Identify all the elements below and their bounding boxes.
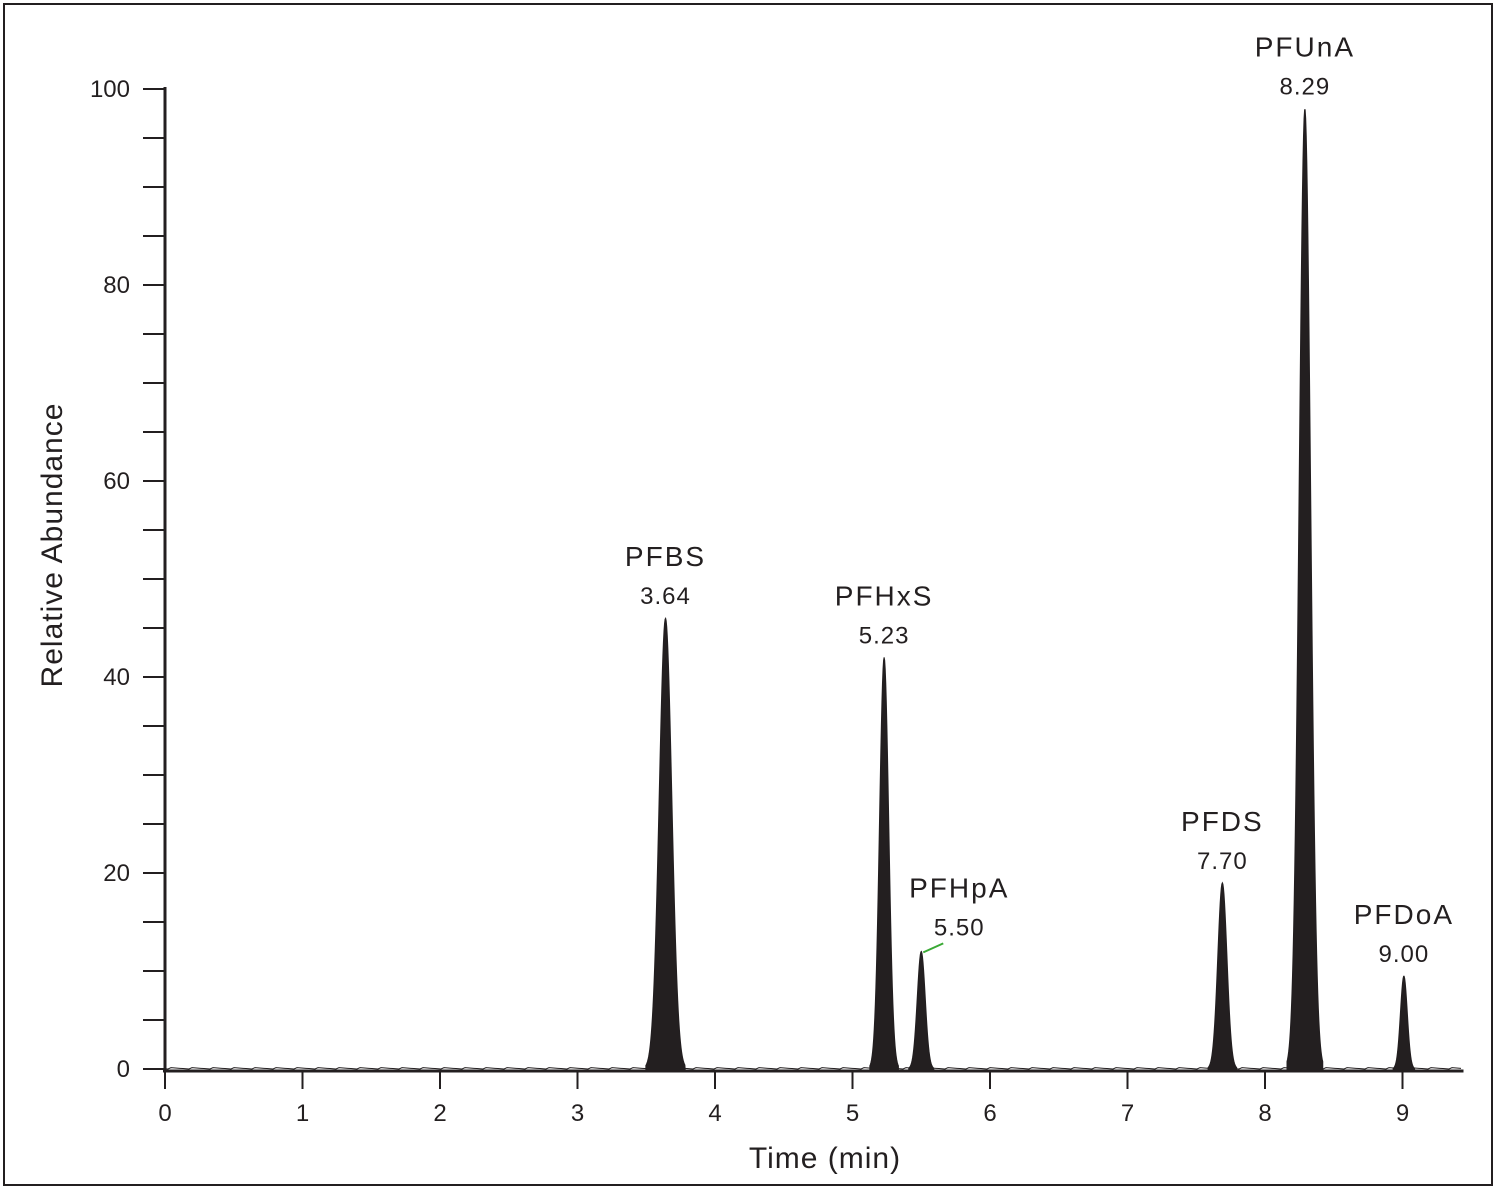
peak-pfhpa [908, 950, 935, 1070]
peak-name-label: PFDoA [1354, 899, 1454, 930]
x-tick-label: 9 [1396, 1100, 1409, 1127]
y-tick-label: 60 [103, 468, 130, 495]
y-tick-label: 40 [103, 664, 130, 691]
x-tick-label: 8 [1258, 1100, 1271, 1127]
x-tick-label: 3 [571, 1100, 584, 1127]
x-tick-label: 1 [296, 1100, 309, 1127]
peak-rt-label: 9.00 [1379, 941, 1430, 968]
peak-rt-label: 7.70 [1197, 848, 1248, 875]
y-tick-label: 20 [103, 860, 130, 887]
y-tick-label: 0 [117, 1056, 130, 1083]
peak-rt-label: 8.29 [1280, 74, 1331, 101]
y-axis-title: Relative Abundance [36, 403, 69, 688]
peak-name-label: PFDS [1181, 806, 1264, 837]
chart-frame [3, 3, 1493, 1186]
peak-name-label: PFBS [625, 541, 706, 572]
peak-pfbs [645, 617, 686, 1070]
peak-name-label: PFHxS [835, 580, 934, 611]
peak-rt-label: 3.64 [640, 583, 691, 610]
pfhpa-leader-line [922, 942, 944, 954]
peak-rt-label: 5.23 [859, 622, 910, 649]
peak-pfhxs [869, 657, 899, 1070]
x-tick-label: 7 [1121, 1100, 1134, 1127]
peak-pfdoa [1392, 975, 1416, 1070]
x-axis-title: Time (min) [749, 1142, 901, 1175]
peak-pfuna [1286, 109, 1324, 1070]
baseline-trace [164, 1067, 1462, 1070]
plot-area: 3.64 PFBS 5.23 PFHxS 5.50 PFHpA 7.70 PFDS 8.29 PF… [90, 32, 1464, 1127]
peak-pfds [1207, 881, 1238, 1070]
x-tick-label: 5 [846, 1100, 859, 1127]
x-tick-label: 6 [983, 1100, 996, 1127]
peak-name-label: PFUnA [1255, 32, 1355, 63]
x-tick-label: 2 [433, 1100, 446, 1127]
peak-rt-label: 5.50 [934, 914, 985, 941]
y-tick-label: 100 [90, 76, 130, 103]
peak-name-label: PFHpA [909, 872, 1009, 903]
x-tick-label: 0 [158, 1100, 171, 1127]
y-tick-label: 80 [103, 272, 130, 299]
x-tick-label: 4 [708, 1100, 721, 1127]
